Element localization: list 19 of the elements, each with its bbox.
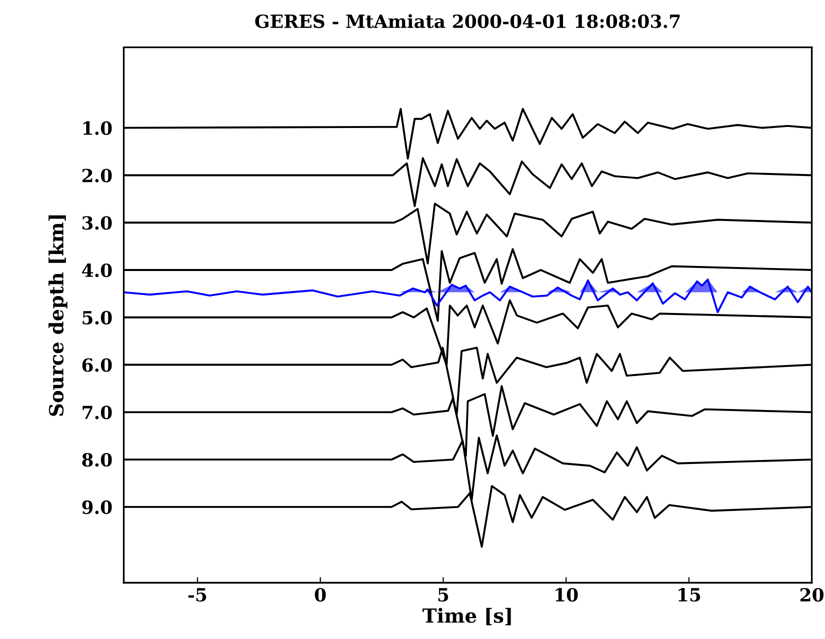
y-tick-label: 3.0 (82, 216, 112, 230)
y-tick-label: 6.0 (82, 358, 112, 372)
x-tick-label: 5 (438, 588, 448, 602)
y-tick-label: 7.0 (82, 406, 112, 420)
y-tick-label: 5.0 (82, 310, 112, 325)
x-tick-label: 10 (556, 588, 578, 602)
line-series (124, 278, 812, 314)
chart-title: GERES - MtAmiata 2000-04-01 18:08:03.7 (255, 14, 680, 28)
y-tick-label: 2.0 (82, 168, 112, 182)
x-tick-label: -5 (188, 588, 206, 602)
x-tick-label: 15 (678, 588, 700, 602)
y-tick-label: 4.0 (82, 263, 112, 278)
y-tick-label: 8.0 (82, 453, 112, 467)
x-tick-label: 0 (314, 588, 326, 602)
y-axis-title: Source depth [km] (48, 215, 68, 416)
y-tick-label: 9.0 (82, 500, 112, 514)
x-tick-label: 20 (800, 588, 824, 602)
x-axis-title: Time [s] (422, 608, 511, 626)
y-tick-label: 1.0 (83, 121, 112, 135)
